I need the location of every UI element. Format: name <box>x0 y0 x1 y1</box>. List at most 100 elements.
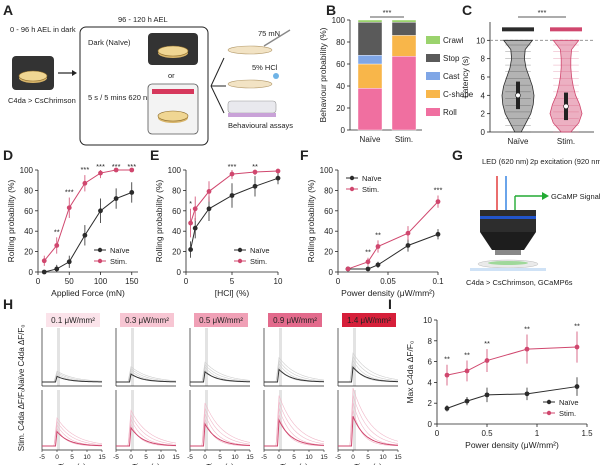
y-tick-label: 8 <box>428 337 433 346</box>
significance-label: *** <box>538 8 547 17</box>
y-tick-label: 0 <box>341 126 346 135</box>
x-tick-label: -5 <box>187 454 193 461</box>
data-point <box>188 220 194 226</box>
significance-label: *** <box>96 162 105 171</box>
stimulus-window <box>57 328 60 386</box>
x-tick-label: 0 <box>277 454 281 461</box>
y-axis-label: Max C4da ΔF/F₀ <box>405 340 415 404</box>
panel-letter-b: B <box>326 2 336 18</box>
data-point <box>54 266 60 272</box>
y-tick-label: 0 <box>29 268 34 277</box>
x-tick-label: 0 <box>129 454 133 461</box>
dark-start-label: 0 - 96 h AEL in dark <box>10 25 76 34</box>
data-point <box>98 208 103 214</box>
data-point <box>435 199 441 205</box>
data-point <box>574 344 580 350</box>
legend-label: Stim. <box>362 185 379 194</box>
led-panel-icon <box>152 89 194 94</box>
arrow-force-icon <box>210 57 225 87</box>
y-tick-label: 8 <box>481 55 486 64</box>
legend-label: Stim. <box>250 257 267 266</box>
data-point <box>188 247 194 252</box>
y-tick-label: 0 <box>428 420 433 429</box>
stimulus-window <box>279 328 282 386</box>
data-point <box>41 269 47 275</box>
mean-trace <box>190 422 251 447</box>
power-label-box <box>46 313 100 327</box>
significance-label: ** <box>574 321 580 330</box>
x-tick-label: 50 <box>65 277 74 286</box>
power-label: 0.1 μW/mm² <box>51 316 95 325</box>
data-point <box>345 266 351 272</box>
y-tick-label: 100 <box>20 166 34 175</box>
power-label: 0.3 μW/mm² <box>125 316 169 325</box>
individual-trace <box>264 414 325 447</box>
or-label: or <box>168 71 175 80</box>
x-tick-label: 5 <box>218 454 222 461</box>
y-tick-label: 0 <box>481 128 486 137</box>
bar-segment <box>357 55 383 65</box>
y-tick-label: 60 <box>336 60 345 69</box>
data-point <box>444 406 450 411</box>
panel-i-chart: 0 2 4 6 8 10 0 0.5 1 1.5 Power density (μW/mm²) Max… <box>405 316 593 450</box>
x-tick-label: 0 <box>336 277 341 286</box>
bar-segment <box>357 87 383 131</box>
panel-letter-h: H <box>3 296 13 312</box>
x-tick-label: Stim. <box>557 137 575 146</box>
two-photon-label: 2p excitation (920 nm) <box>530 157 600 166</box>
panel-e-chart: 0 20 40 60 80 100 0 5 10 [HCl] (%) Rolling probabi… <box>154 162 283 298</box>
x-axis-label: Power density (μW/mm²) <box>341 288 435 298</box>
x-tick-label: 1.5 <box>581 429 593 438</box>
power-label-box <box>120 313 174 327</box>
individual-trace <box>190 419 251 447</box>
legend-label: Naïve <box>110 246 130 255</box>
panel-letter-g: G <box>452 147 463 163</box>
y-tick-label: 80 <box>172 186 181 195</box>
y-tick-label: 20 <box>24 248 33 257</box>
data-point <box>484 358 490 363</box>
data-point <box>524 346 530 352</box>
row-label-naive: Naïve C4da ΔF/F₀ <box>17 324 26 389</box>
data-point <box>82 180 88 186</box>
legend-marker <box>97 258 103 264</box>
x-tick-label: 0.05 <box>380 277 396 286</box>
x-tick-label: 0 <box>351 454 355 461</box>
significance-label: ** <box>365 248 371 257</box>
data-point <box>435 231 441 237</box>
window-label: 96 - 120 h AEL <box>118 15 168 24</box>
bar-segment <box>391 56 417 131</box>
panel-letter-f: F <box>300 147 309 163</box>
force-label: 75 mN <box>258 29 280 38</box>
individual-trace <box>116 423 177 447</box>
significance-label: ** <box>444 355 450 364</box>
y-tick-label: 6 <box>481 73 486 82</box>
capped-data-strip <box>502 27 534 32</box>
gcamp-signal-label: GCaMP Signal <box>551 192 600 201</box>
x-tick-label: 15 <box>320 454 328 461</box>
larva-force-icon <box>227 45 273 55</box>
x-tick-label: 10 <box>157 454 165 461</box>
assay-label: Behavioural assays <box>228 121 293 130</box>
bar-segment <box>357 19 383 23</box>
x-axis-label: Time (s) <box>132 462 160 465</box>
data-point <box>113 196 119 201</box>
x-axis-label: Time (s) <box>58 462 86 465</box>
data-point <box>229 193 235 198</box>
legend-marker <box>546 399 552 405</box>
mean-trace <box>42 430 103 447</box>
panel-letter-e: E <box>150 147 159 163</box>
data-point <box>66 259 72 265</box>
data-point <box>574 384 580 389</box>
x-tick-label: 15 <box>394 454 402 461</box>
panel-g-schematic: LED (620 nm) 2p excitation (920 nm) GCaM… <box>466 157 600 287</box>
von-frey-icon <box>263 29 291 47</box>
x-axis-label: Time (s) <box>206 462 234 465</box>
mean-trace <box>116 426 177 447</box>
y-tick-label: 6 <box>428 358 433 367</box>
y-tick-label: 40 <box>336 82 345 91</box>
individual-trace <box>42 427 103 447</box>
led-label: LED (620 nm) <box>482 157 529 166</box>
bar-segment <box>391 19 417 23</box>
y-tick-label: 40 <box>324 227 333 236</box>
